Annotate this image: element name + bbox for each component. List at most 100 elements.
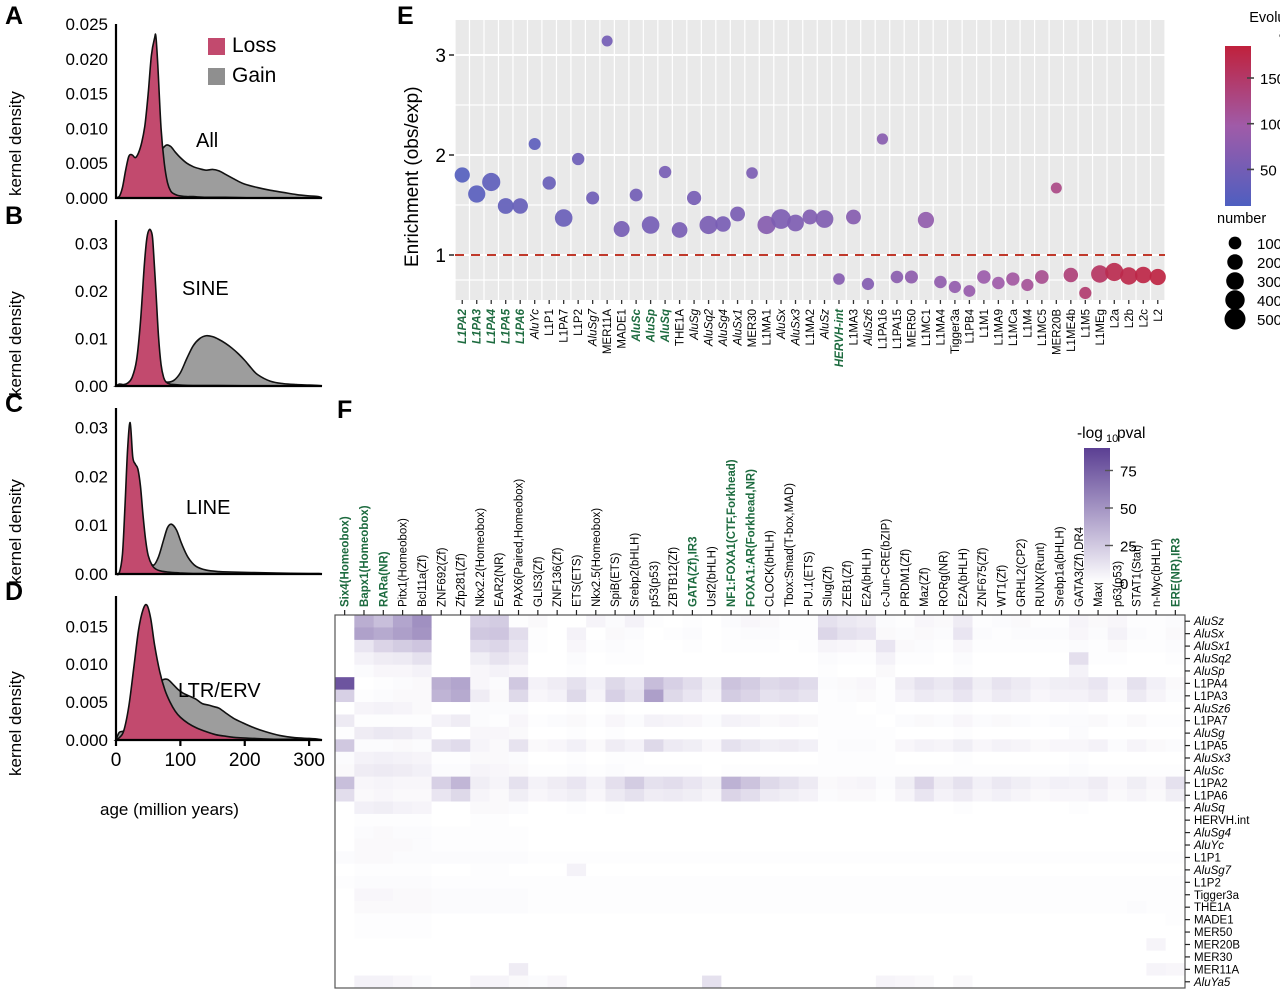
heatmap-cell[interactable] xyxy=(1088,639,1109,653)
heatmap-cell[interactable] xyxy=(798,714,819,728)
heatmap-cell[interactable] xyxy=(605,702,626,715)
heatmap-cell[interactable] xyxy=(392,751,413,765)
heatmap-cell[interactable] xyxy=(412,726,433,740)
heatmap-cell[interactable] xyxy=(721,913,742,927)
heatmap-cell[interactable] xyxy=(1146,615,1167,628)
heatmap-cell[interactable] xyxy=(837,826,858,840)
heatmap-cell[interactable] xyxy=(721,826,742,840)
heatmap-cell[interactable] xyxy=(856,975,877,989)
heatmap-cell[interactable] xyxy=(1030,888,1051,902)
heatmap-cell[interactable] xyxy=(1127,789,1147,802)
heatmap-cell[interactable] xyxy=(914,813,935,827)
heatmap-cell[interactable] xyxy=(392,851,413,865)
heatmap-cell[interactable] xyxy=(682,664,703,678)
enrichment-bubble[interactable]: L1MC5: 0.78 xyxy=(1035,270,1049,284)
heatmap-cell[interactable] xyxy=(624,801,645,815)
heatmap-cell[interactable] xyxy=(335,963,355,977)
heatmap-cell[interactable] xyxy=(663,913,684,927)
heatmap-cell[interactable] xyxy=(914,627,935,641)
heatmap-cell[interactable] xyxy=(644,813,664,827)
heatmap-cell[interactable] xyxy=(373,776,394,790)
heatmap-cell[interactable] xyxy=(740,689,761,703)
heatmap-cell[interactable] xyxy=(740,925,761,939)
heatmap-cell[interactable] xyxy=(566,950,587,964)
heatmap-cell[interactable] xyxy=(335,776,355,790)
heatmap-cell[interactable] xyxy=(1107,938,1128,952)
heatmap-cell[interactable] xyxy=(450,615,471,628)
heatmap-cell[interactable] xyxy=(450,627,471,641)
heatmap-cell[interactable] xyxy=(740,888,761,902)
heatmap-cell[interactable] xyxy=(663,876,684,890)
heatmap-cell[interactable] xyxy=(702,963,722,977)
enrichment-bubble[interactable]: L2c: 0.8 xyxy=(1134,266,1152,284)
enrichment-bubble[interactable]: L1MCa: 0.76 xyxy=(1006,272,1020,286)
heatmap-cell[interactable] xyxy=(721,652,742,666)
heatmap-cell[interactable] xyxy=(702,876,722,890)
heatmap-cell[interactable] xyxy=(1030,963,1051,977)
heatmap-cell[interactable] xyxy=(1165,739,1186,753)
heatmap-cell[interactable] xyxy=(798,938,819,952)
heatmap-cell[interactable] xyxy=(586,938,606,952)
heatmap-cell[interactable] xyxy=(1069,776,1089,790)
heatmap-cell[interactable] xyxy=(489,950,510,964)
heatmap-cell[interactable] xyxy=(895,664,916,678)
heatmap-cell[interactable] xyxy=(644,627,664,641)
heatmap-cell[interactable] xyxy=(914,689,935,703)
heatmap-cell[interactable] xyxy=(1107,764,1128,778)
heatmap-cell[interactable] xyxy=(431,714,452,728)
heatmap-cell[interactable] xyxy=(1127,615,1147,628)
heatmap-cell[interactable] xyxy=(566,913,587,927)
heatmap-cell[interactable] xyxy=(354,900,375,914)
heatmap-cell[interactable] xyxy=(1165,851,1186,865)
heatmap-cell[interactable] xyxy=(605,751,626,765)
heatmap-cell[interactable] xyxy=(644,963,664,977)
heatmap-cell[interactable] xyxy=(547,689,568,703)
heatmap-cell[interactable] xyxy=(663,813,684,827)
heatmap-cell[interactable] xyxy=(663,838,684,852)
heatmap-cell[interactable] xyxy=(740,776,761,790)
heatmap-cell[interactable] xyxy=(624,652,645,666)
heatmap-cell[interactable] xyxy=(837,739,858,753)
heatmap-cell[interactable] xyxy=(972,677,993,691)
heatmap-cell[interactable] xyxy=(1165,925,1186,939)
heatmap-cell[interactable] xyxy=(1107,838,1128,852)
heatmap-cell[interactable] xyxy=(1088,689,1109,703)
heatmap-cell[interactable] xyxy=(644,639,664,653)
heatmap-cell[interactable] xyxy=(953,776,973,790)
heatmap-cell[interactable] xyxy=(508,702,529,715)
heatmap-cell[interactable] xyxy=(779,975,800,989)
heatmap-cell[interactable] xyxy=(644,950,664,964)
heatmap-cell[interactable] xyxy=(450,938,471,952)
heatmap-cell[interactable] xyxy=(489,652,510,666)
heatmap-cell[interactable] xyxy=(373,813,394,827)
heatmap-cell[interactable] xyxy=(624,689,645,703)
heatmap-cell[interactable] xyxy=(624,888,645,902)
heatmap-cell[interactable] xyxy=(798,838,819,852)
heatmap-cell[interactable] xyxy=(837,888,858,902)
heatmap-cell[interactable] xyxy=(508,789,529,802)
heatmap-cell[interactable] xyxy=(760,702,780,715)
heatmap-cell[interactable] xyxy=(1069,639,1089,653)
heatmap-cell[interactable] xyxy=(856,764,877,778)
heatmap-cell[interactable] xyxy=(817,615,838,628)
heatmap-cell[interactable] xyxy=(682,826,703,840)
heatmap-cell[interactable] xyxy=(895,900,916,914)
heatmap-cell[interactable] xyxy=(605,639,626,653)
heatmap-cell[interactable] xyxy=(508,826,529,840)
heatmap-cell[interactable] xyxy=(1127,702,1147,715)
heatmap-cell[interactable] xyxy=(817,975,838,989)
heatmap-cell[interactable] xyxy=(1011,677,1031,691)
heatmap-cell[interactable] xyxy=(933,627,954,641)
heatmap-cell[interactable] xyxy=(972,975,993,989)
heatmap-cell[interactable] xyxy=(721,627,742,641)
enrichment-bubble[interactable]: THE1A: 1.25 xyxy=(671,222,688,238)
heatmap-cell[interactable] xyxy=(760,863,780,877)
heatmap-cell[interactable] xyxy=(1146,888,1167,902)
heatmap-cell[interactable] xyxy=(644,702,664,715)
heatmap-cell[interactable] xyxy=(1069,838,1089,852)
heatmap-cell[interactable] xyxy=(933,639,954,653)
heatmap-cell[interactable] xyxy=(508,863,529,877)
heatmap-cell[interactable] xyxy=(933,689,954,703)
heatmap-cell[interactable] xyxy=(450,639,471,653)
heatmap-cell[interactable] xyxy=(508,813,529,827)
